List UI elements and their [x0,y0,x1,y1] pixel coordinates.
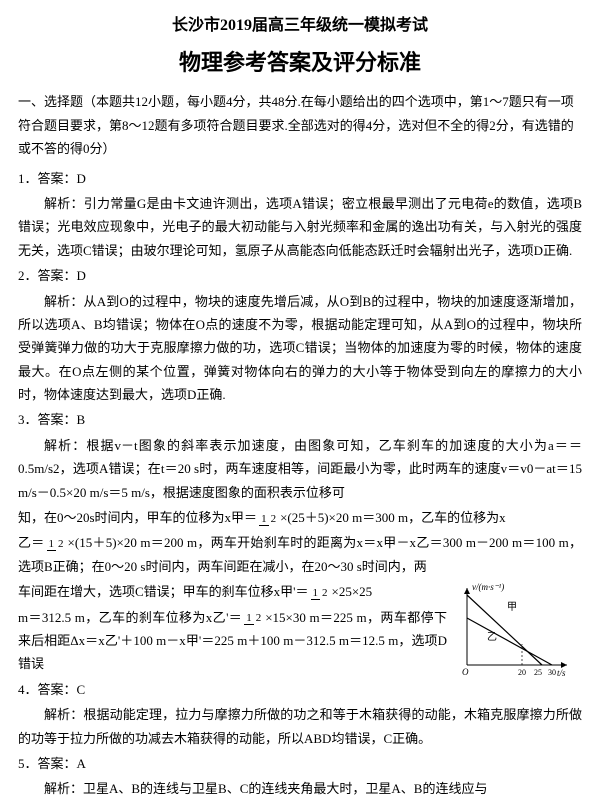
svg-text:O: O [462,667,469,677]
denominator: 2 [254,612,264,624]
numerator: 1 [259,513,269,526]
svg-text:30: 30 [548,668,556,677]
fraction-icon: 12 [47,539,66,550]
q1-explain: 解析：引力常量G是由卡文迪许测出，选项A错误；密立根最早测出了元电荷e的数值，选… [18,192,582,262]
q3-explain-2: 知，在0～20s时间内，甲车的位移为x甲＝12×(25＋5)×20 m＝300 … [18,506,582,529]
numerator: 1 [47,538,57,551]
text: 知，在0～20s时间内，甲车的位移为x甲＝ [18,510,257,525]
text: 车间距在增大，选项C错误；甲车的刹车位移x甲'＝ [18,584,309,599]
denominator: 2 [56,538,66,550]
svg-text:20: 20 [518,668,526,677]
denominator: 2 [320,587,330,599]
denominator: 2 [269,513,279,525]
subtitle: 长沙市2019届高三年级统一模拟考试 [18,12,582,41]
text: ×(25＋5)×20 m＝300 m，乙车的位移为x [280,510,506,525]
numerator: 1 [311,587,321,600]
label-yi: 乙 [487,631,497,643]
q3-explain-1: 解析：根据v－t图象的斜率表示加速度，由图象可知，乙车刹车的加速度的大小为a＝＝… [18,434,582,504]
fraction-icon: 12 [259,514,278,525]
main-title: 物理参考答案及评分标准 [18,43,582,83]
numerator: 1 [244,612,254,625]
q4-explain: 解析：根据动能定理，拉力与摩擦力所做的功之和等于木箱获得的动能，木箱克服摩擦力所… [18,703,582,750]
fraction-icon: 12 [311,588,330,599]
svg-text:25: 25 [534,668,542,677]
text: ×(15＋5)×20 m＝200 m，两车开始刹车时的距离为x＝x甲－x乙＝30… [18,535,582,573]
svg-text:v/(m·s⁻¹): v/(m·s⁻¹) [472,582,504,592]
velocity-time-chart: 甲 乙 20 25 30 t/s O v/(m·s⁻¹) [452,580,572,680]
section-heading: 一、选择题（本题共12小题，每小题4分，共48分.在每小题给出的四个选项中，第1… [18,90,582,160]
q5-explain: 解析：卫星A、B的连线与卫星B、C的连线夹角最大时，卫星A、B的连线应与 [18,777,582,800]
chart-wrap: 甲 乙 20 25 30 t/s O v/(m·s⁻¹) 车间距在增大，选项C错… [18,580,582,676]
q2-answer: 2．答案：D [18,264,582,287]
q5-answer: 5．答案：A [18,752,582,775]
q2-explain: 解析：从A到O的过程中，物块的速度先增后减，从O到B的过程中，物块的加速度逐渐增… [18,290,582,407]
fraction-icon: 12 [244,613,263,624]
svg-text:t/s: t/s [557,668,566,678]
text: 乙＝ [18,535,45,550]
q3-explain-3: 乙＝12×(15＋5)×20 m＝200 m，两车开始刹车时的距离为x＝x甲－x… [18,531,582,578]
q3-answer: 3．答案：B [18,408,582,431]
text: m＝312.5 m，乙车的刹车位移为x乙'＝ [18,610,242,625]
text: ×25×25 [332,584,373,599]
q4-answer: 4．答案：C [18,678,582,701]
q1-answer: 1．答案：D [18,167,582,190]
label-jia: 甲 [507,602,517,613]
